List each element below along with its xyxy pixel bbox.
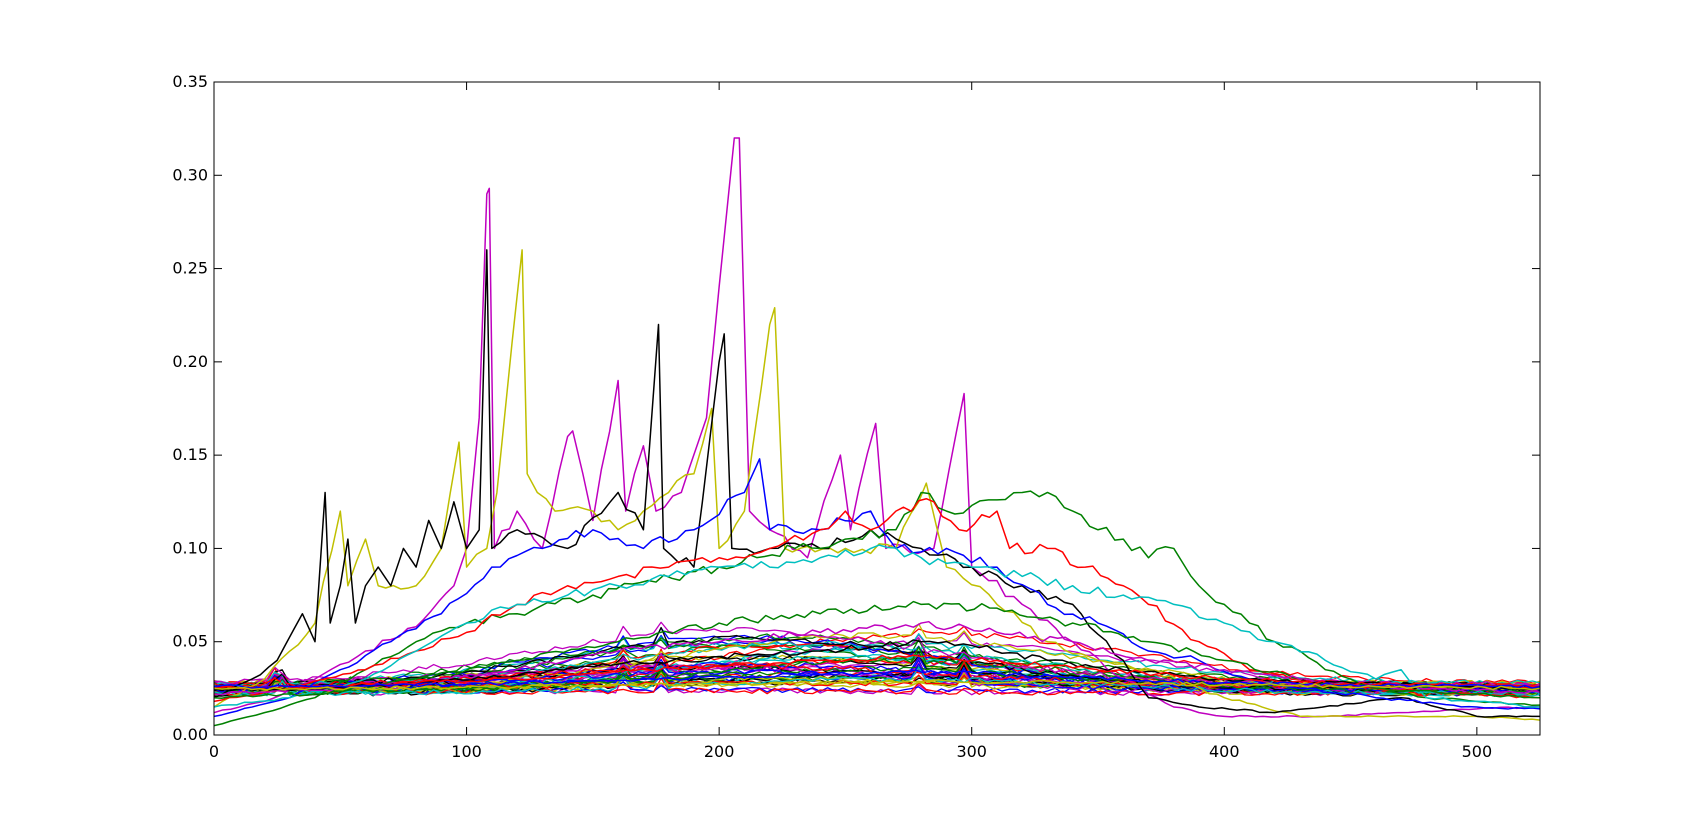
y-tick-label: 0.20 [172, 352, 208, 371]
y-axis: 0.00 0.05 0.10 0.15 0.20 0.25 0.30 0.35 [172, 72, 1540, 744]
series-line-9 [214, 620, 1540, 696]
series-line-7 [214, 544, 1540, 708]
x-axis: 0 100 200 300 400 500 [209, 82, 1492, 761]
series-line-4 [214, 490, 1540, 727]
series-line-11 [214, 654, 1540, 690]
plot-frame [213, 81, 1541, 736]
series-line-3 [214, 249, 1540, 718]
x-tick-label: 100 [451, 742, 482, 761]
x-tick-label: 300 [956, 742, 987, 761]
x-tick-label: 400 [1209, 742, 1240, 761]
x-tick-label: 500 [1462, 742, 1493, 761]
y-tick-label: 0.00 [172, 725, 208, 744]
series-line [214, 666, 1540, 697]
y-tick-label: 0.05 [172, 632, 208, 651]
series-line [214, 646, 1540, 696]
y-tick-label: 0.10 [172, 538, 208, 557]
series-layer [214, 137, 1540, 727]
series-line-13 [214, 679, 1540, 691]
y-tick-label: 0.35 [172, 72, 208, 91]
series-line-12 [214, 669, 1540, 689]
x-tick-label: 0 [209, 742, 219, 761]
series-line-5 [214, 458, 1540, 718]
x-tick-label: 200 [704, 742, 735, 761]
y-tick-label: 0.15 [172, 445, 208, 464]
y-tick-label: 0.25 [172, 259, 208, 278]
y-tick-label: 0.30 [172, 165, 208, 184]
